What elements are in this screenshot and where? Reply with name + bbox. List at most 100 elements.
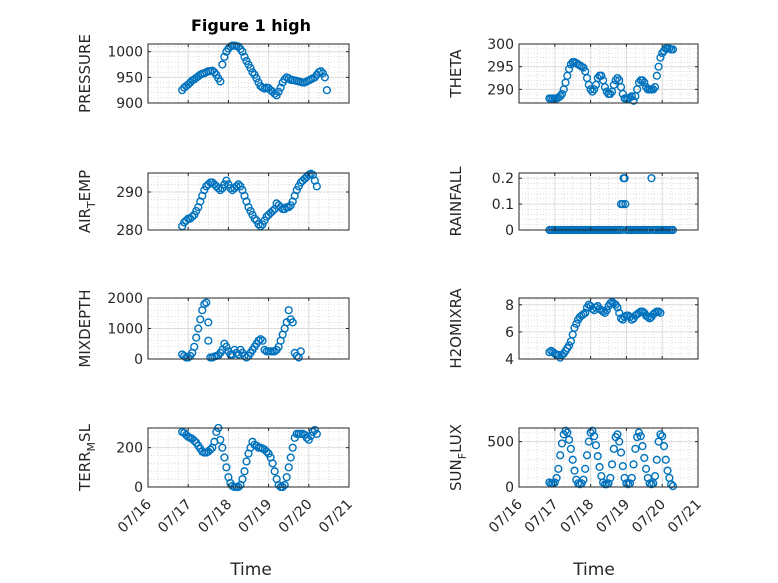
data-point — [216, 77, 225, 86]
data-point — [629, 460, 638, 469]
subplot-air_temp: 280 290 AIRTEMP — [76, 169, 350, 239]
data-point — [654, 307, 663, 316]
data-point — [556, 92, 565, 101]
y-label-subscript: T — [85, 201, 98, 209]
y-axis-label-h2omixra: H2OMIXRA — [447, 288, 465, 369]
data-point — [310, 425, 319, 435]
data-point — [222, 342, 231, 351]
data-series-sun_flux — [545, 426, 678, 491]
plot-area — [519, 428, 698, 487]
major-grid — [519, 173, 698, 230]
data-point — [615, 308, 624, 318]
data-point — [252, 74, 261, 83]
y-tick-label: 0 — [505, 480, 514, 496]
data-point — [284, 203, 293, 212]
tick-marks — [518, 298, 699, 360]
data-point — [638, 76, 647, 85]
data-point — [218, 443, 227, 452]
data-point — [638, 442, 647, 451]
data-point — [570, 323, 579, 332]
data-point — [649, 85, 658, 94]
data-point — [565, 435, 574, 444]
data-point — [190, 342, 199, 351]
data-point — [246, 64, 255, 73]
y-tick-label: 290 — [487, 82, 514, 98]
axes-box — [518, 172, 699, 231]
data-point — [668, 481, 678, 491]
data-point — [204, 336, 213, 345]
data-point — [640, 78, 649, 87]
data-point — [218, 60, 227, 69]
data-point — [296, 347, 305, 356]
x-axis-label-left: Time — [229, 560, 272, 580]
y-tick-label: 0 — [505, 223, 514, 239]
minor-grid — [519, 298, 698, 359]
data-point — [652, 455, 661, 464]
data-point — [262, 447, 271, 456]
y-axis-label-mixdepth: MIXDEPTH — [76, 289, 94, 367]
data-point — [609, 80, 618, 89]
data-point — [282, 473, 291, 482]
y-label-main: RAINFALL — [447, 166, 465, 237]
data-point — [270, 347, 279, 356]
data-point — [286, 453, 295, 462]
data-point — [563, 428, 572, 437]
axes-box — [147, 43, 350, 104]
data-point — [318, 69, 327, 78]
data-point — [214, 184, 223, 193]
data-point — [606, 299, 615, 308]
y-label-main: AIR — [76, 208, 94, 233]
data-point — [584, 437, 593, 446]
data-point — [288, 443, 297, 452]
y-tick-label: 1000 — [107, 45, 143, 61]
data-point — [220, 52, 229, 61]
data-point — [238, 47, 247, 56]
data-point — [188, 212, 197, 221]
subplot-h2omixra: 4 6 8 H2OMIXRA — [447, 288, 699, 369]
y-label-main: H2OMIXRA — [447, 288, 465, 369]
data-point — [656, 53, 665, 62]
data-point — [200, 300, 209, 309]
data-point — [554, 464, 563, 473]
y-tick-label: 500 — [487, 435, 514, 451]
y-tick-label: 4 — [505, 352, 514, 368]
data-point — [212, 427, 221, 437]
data-point — [590, 85, 599, 94]
data-point — [216, 186, 225, 195]
data-point — [238, 475, 247, 484]
data-point — [242, 353, 251, 362]
data-point — [668, 45, 678, 54]
tick-marks — [518, 43, 699, 103]
y-tick-label: 1000 — [107, 322, 143, 338]
x-axis-label-right: Time — [572, 560, 615, 580]
tick-marks — [147, 173, 350, 231]
y-axis-label-theta: THETA — [447, 49, 465, 99]
data-point — [590, 432, 599, 441]
y-label-tail: EMP — [76, 170, 94, 201]
data-point — [196, 315, 205, 324]
data-point — [627, 92, 636, 101]
y-tick-label: 6 — [505, 325, 514, 341]
data-point — [613, 303, 622, 312]
data-point — [284, 306, 293, 315]
data-point — [618, 462, 627, 471]
data-point — [609, 444, 618, 453]
data-point — [316, 67, 325, 76]
data-point — [565, 64, 574, 74]
y-tick-label: 0 — [134, 352, 143, 368]
y-tick-label: 2000 — [107, 291, 143, 307]
data-point — [220, 453, 229, 462]
data-point — [658, 432, 667, 441]
data-point — [202, 298, 211, 307]
data-point — [240, 52, 249, 61]
y-label-subscript: M — [85, 442, 98, 452]
subplot-rainfall: 0 0.1 0.2 RAINFALL — [447, 166, 699, 239]
data-point — [607, 460, 617, 469]
data-point — [579, 310, 588, 319]
data-point — [182, 216, 191, 225]
data-point — [274, 480, 283, 490]
data-point — [242, 457, 251, 466]
data-point — [621, 199, 630, 209]
data-point — [184, 353, 193, 362]
y-axis-label-rainfall: RAINFALL — [447, 166, 465, 237]
